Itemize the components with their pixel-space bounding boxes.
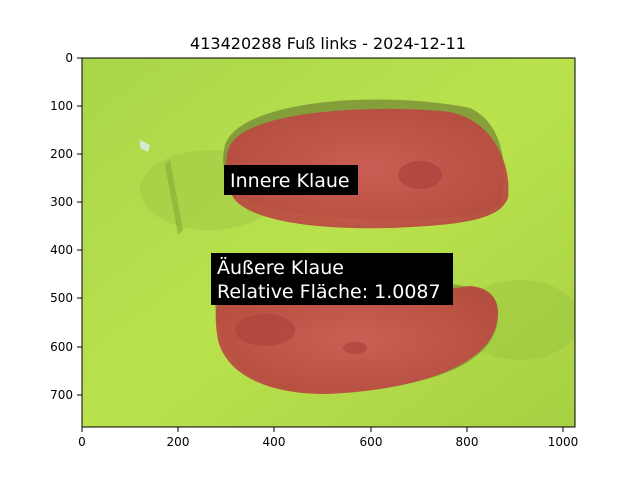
y-tick-label: 200 (50, 147, 73, 161)
outer-claw-label-line1: Äußere Klaue (217, 256, 344, 279)
inner-claw-region (226, 108, 509, 229)
outer-claw-label-line2: Relative Fläche: 1.0087 (217, 281, 441, 303)
x-tick-label: 200 (167, 435, 190, 449)
y-tick-label: 0 (65, 51, 73, 65)
x-tick-label: 400 (263, 435, 286, 449)
inner-claw-label-text: Innere Klaue (230, 170, 350, 192)
y-tick-label: 600 (50, 340, 73, 354)
y-axis: 0 100 200 300 400 500 600 700 (50, 51, 82, 402)
outer-claw-label: Äußere Klaue Relative Fläche: 1.0087 (211, 253, 453, 305)
inner-claw-label: Innere Klaue (224, 165, 358, 195)
axes-frame (81, 57, 576, 428)
x-axis: 0 200 400 600 800 1000 (78, 427, 578, 449)
y-tick-label: 100 (50, 99, 73, 113)
y-tick-label: 500 (50, 291, 73, 305)
y-tick-label: 700 (50, 388, 73, 402)
x-tick-label: 800 (456, 435, 479, 449)
x-tick-label: 0 (78, 435, 86, 449)
x-tick-label: 600 (360, 435, 383, 449)
y-tick-label: 400 (50, 243, 73, 257)
figure-title: 413420288 Fuß links - 2024-12-11 (190, 34, 466, 53)
y-tick-label: 300 (50, 195, 73, 209)
x-tick-label: 1000 (548, 435, 579, 449)
outer-claw-region (215, 285, 499, 394)
hoof-photo (82, 58, 575, 427)
